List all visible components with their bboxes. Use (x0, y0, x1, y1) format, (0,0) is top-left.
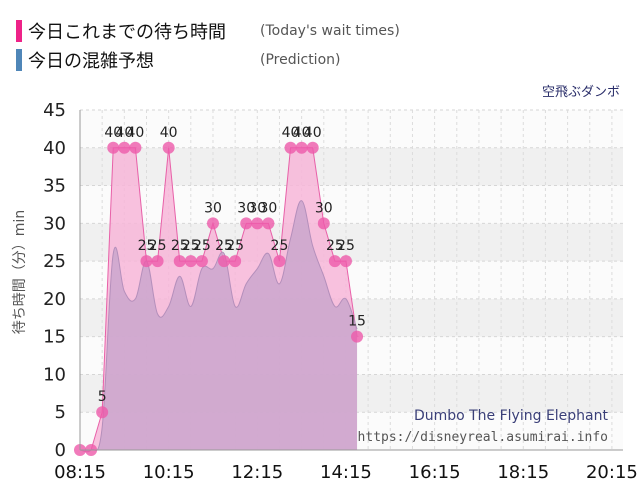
actual-data-label: 25 (193, 238, 211, 254)
actual-data-label: 40 (304, 125, 322, 141)
attraction-name: 空飛ぶダンボ (542, 85, 620, 100)
actual-point (96, 406, 109, 419)
actual-data-label: 30 (248, 200, 266, 216)
y-tick-label: 40 (43, 138, 66, 159)
y-tick-label: 0 (55, 440, 66, 461)
legend-note-prediction: (Prediction) (260, 52, 341, 68)
y-tick-label: 45 (43, 100, 66, 121)
legend-item-actual: 今日これまでの待ち時間 (Today's wait times) (16, 18, 400, 44)
y-axis-label: 待ち時間（分）min (12, 210, 28, 334)
actual-data-label: 40 (104, 125, 122, 141)
legend-note-actual: (Today's wait times) (260, 23, 400, 39)
actual-data-label: 30 (237, 200, 255, 216)
actual-data-label: 40 (293, 125, 311, 141)
watermark-url: https://disneyreal.asumirai.info (358, 430, 608, 445)
actual-data-label: 25 (182, 238, 200, 254)
actual-point (351, 330, 364, 343)
prediction-area (80, 200, 358, 452)
legend-swatch-prediction (16, 49, 22, 71)
actual-point (206, 217, 219, 230)
actual-point (173, 255, 186, 268)
x-tick-label: 14:15 (320, 462, 372, 483)
actual-point (151, 255, 164, 268)
actual-point (284, 141, 297, 154)
actual-point (295, 141, 308, 154)
x-tick-label: 10:15 (143, 462, 195, 483)
actual-data-label: 5 (98, 389, 107, 405)
y-tick-label: 35 (43, 176, 66, 197)
actual-point (107, 141, 120, 154)
actual-point (317, 217, 330, 230)
actual-point (140, 255, 153, 268)
actual-data-label: 40 (115, 125, 133, 141)
actual-data-label: 30 (259, 200, 277, 216)
actual-data-label: 25 (171, 238, 189, 254)
actual-data-label: 25 (271, 238, 289, 254)
actual-point (306, 141, 319, 154)
actual-data-label: 30 (315, 200, 333, 216)
actual-point (251, 217, 264, 230)
plot-band (80, 147, 623, 186)
actual-point (195, 255, 208, 268)
actual-point (118, 141, 131, 154)
legend-swatch-actual (16, 20, 22, 42)
actual-data-label: 40 (126, 125, 144, 141)
actual-point (328, 255, 341, 268)
x-tick-label: 16:15 (409, 462, 461, 483)
actual-data-label: 25 (138, 238, 156, 254)
y-tick-label: 5 (55, 402, 66, 423)
x-tick-label: 12:15 (231, 462, 283, 483)
x-tick-label: 08:15 (54, 462, 106, 483)
actual-data-label: 25 (149, 238, 167, 254)
actual-data-label: 40 (160, 125, 178, 141)
actual-data-label: 25 (215, 238, 233, 254)
legend-label-prediction: 今日の混雑予想 (28, 51, 154, 72)
y-tick-label: 10 (43, 364, 66, 385)
actual-point (184, 255, 197, 268)
actual-data-label: 25 (337, 238, 355, 254)
x-tick-label: 18:15 (497, 462, 549, 483)
y-tick-label: 30 (43, 213, 66, 234)
plot-band (80, 110, 623, 148)
watermark-title: Dumbo The Flying Elephant (414, 408, 609, 424)
actual-point (218, 255, 231, 268)
actual-point (129, 141, 142, 154)
legend-item-prediction: 今日の混雑予想 (Prediction) (16, 47, 340, 73)
legend-label-actual: 今日これまでの待ち時間 (28, 22, 226, 43)
actual-data-label: 25 (326, 238, 344, 254)
y-tick-label: 20 (43, 289, 66, 310)
y-tick-label: 25 (43, 251, 66, 272)
actual-point (273, 255, 286, 268)
prediction-line (79, 200, 358, 453)
actual-point (229, 255, 242, 268)
y-tick-label: 15 (43, 327, 66, 348)
actual-data-label: 25 (226, 238, 244, 254)
actual-data-label: 15 (348, 314, 366, 330)
actual-point (262, 217, 275, 230)
actual-point (339, 255, 352, 268)
actual-point (162, 141, 175, 154)
actual-data-label: 30 (204, 200, 222, 216)
x-tick-label: 20:15 (586, 462, 638, 483)
actual-point (240, 217, 253, 230)
actual-data-label: 40 (282, 125, 300, 141)
